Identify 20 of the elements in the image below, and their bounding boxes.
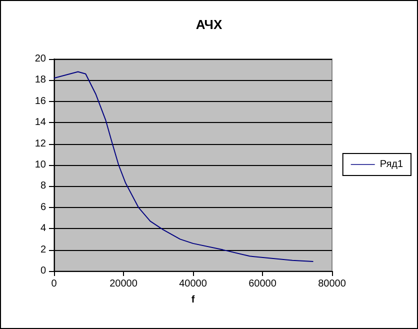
x-tick-label: 60000 (248, 278, 277, 290)
y-tick-label: 20 (34, 54, 46, 64)
x-tick-label: 0 (51, 278, 58, 290)
y-tick-label: 4 (40, 223, 46, 234)
legend-label: Ряд1 (380, 159, 404, 170)
y-tick-label: 14 (34, 117, 46, 128)
chart-title: АЧХ (196, 17, 222, 32)
x-axis-title: f (191, 294, 196, 306)
x-tick-label: 20000 (110, 278, 138, 290)
line-series (54, 71, 314, 262)
y-tick-label: 16 (34, 96, 46, 107)
x-tick-label: 40000 (179, 278, 208, 290)
y-tick-label: 6 (40, 202, 46, 213)
y-tick-label: 0 (40, 266, 46, 276)
x-tick-label: 80000 (318, 278, 346, 290)
y-tick-label: 12 (34, 138, 46, 150)
y-tick-label: 10 (34, 160, 46, 170)
y-tick-label: 2 (40, 244, 46, 256)
y-tick-label: 18 (34, 74, 46, 86)
y-tick-label: 8 (40, 180, 46, 192)
